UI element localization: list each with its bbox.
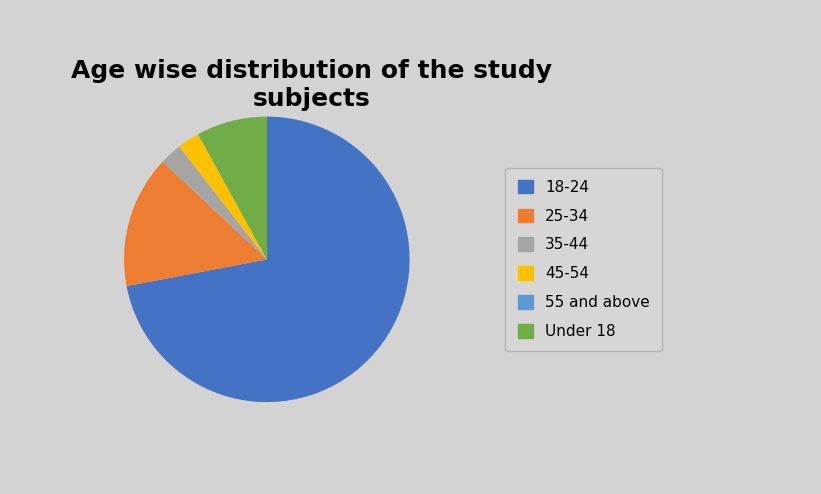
Legend: 18-24, 25-34, 35-44, 45-54, 55 and above, Under 18: 18-24, 25-34, 35-44, 45-54, 55 and above… [506,167,662,351]
Wedge shape [198,117,267,259]
Wedge shape [198,134,267,259]
Wedge shape [124,162,267,286]
Text: Age wise distribution of the study
subjects: Age wise distribution of the study subje… [71,59,553,111]
Wedge shape [163,147,267,259]
Wedge shape [126,117,410,402]
Wedge shape [179,134,267,259]
